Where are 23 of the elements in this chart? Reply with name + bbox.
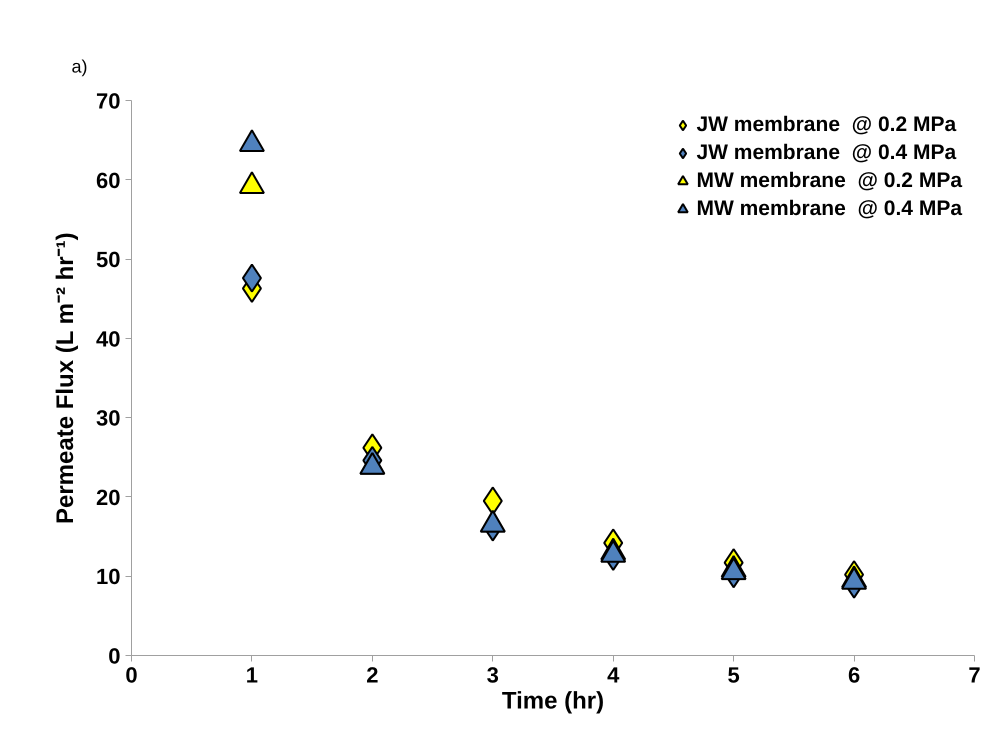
x-tick-label: 7 (968, 662, 981, 688)
x-axis-title: Time (hr) (502, 688, 604, 714)
x-tick-label: 2 (366, 662, 378, 688)
y-tick-label: 30 (96, 406, 121, 431)
x-tick-label: 0 (125, 662, 138, 688)
y-tick-label: 60 (96, 168, 121, 193)
y-tick-label: 40 (96, 326, 121, 352)
y-axis-title: Permeate Flux (L m⁻² hr⁻¹) (52, 232, 80, 524)
x-tick-label: 5 (728, 662, 740, 688)
x-tick-label: 3 (486, 662, 499, 688)
y-tick-label: 20 (96, 484, 121, 510)
y-tick-label: 50 (96, 247, 121, 272)
text: a) (72, 56, 88, 76)
legend-label: MW membrane @ 0.4 MPa (696, 197, 962, 221)
legend-label: JW membrane @ 0.2 MPa (696, 113, 956, 137)
y-tick-label: 70 (96, 88, 121, 114)
x-tick-label: 4 (607, 662, 620, 688)
legend-label: JW membrane @ 0.4 MPa (696, 141, 956, 165)
y-tick-label: 0 (108, 644, 121, 668)
y-tick-label: 10 (96, 564, 121, 590)
x-tick-label: 6 (848, 662, 860, 688)
x-tick-label: 1 (246, 662, 258, 688)
legend-label: MW membrane @ 0.2 MPa (696, 169, 962, 193)
